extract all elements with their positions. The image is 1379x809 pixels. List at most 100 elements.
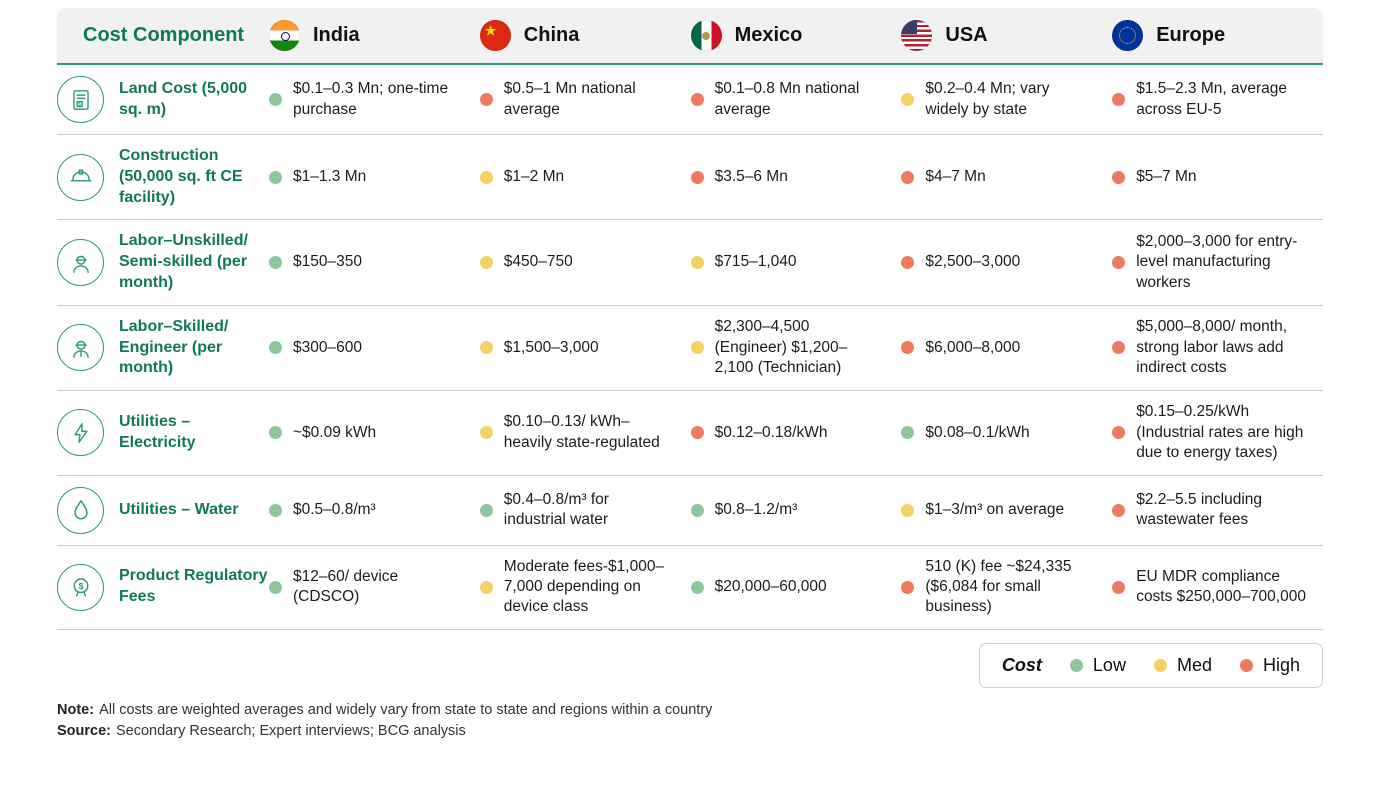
construction-hard-hat-icon xyxy=(57,153,104,201)
legend-title: Cost xyxy=(1001,654,1042,675)
cost-level-dot xyxy=(901,170,915,184)
cost-value: $5–7 Mn xyxy=(1136,167,1197,185)
component-label: Product Regulatory Fees xyxy=(119,567,268,606)
cost-level-dot xyxy=(690,580,704,594)
cost-level-dot xyxy=(479,580,493,594)
cost-cell-china: $1–2 Mn xyxy=(479,167,691,187)
cost-value: $0.4–0.8/m³ for industrial water xyxy=(503,490,609,529)
cost-level-dot xyxy=(479,426,493,440)
component-label: Construction (50,000 sq. ft CE facility) xyxy=(119,147,243,206)
note-text: All costs are weighted averages and wide… xyxy=(99,701,713,718)
cost-level-dot xyxy=(690,256,704,270)
cost-cell-europe: EU MDR compliance costs $250,000–700,000 xyxy=(1112,567,1323,608)
cost-level-dot xyxy=(690,341,704,355)
legend-label-high: High xyxy=(1262,654,1300,675)
cost-cell-usa: $4–7 Mn xyxy=(901,167,1112,187)
country-name-india: India xyxy=(313,24,360,46)
water-drop-icon xyxy=(57,486,104,534)
cost-level-dot xyxy=(479,341,493,355)
svg-text:$: $ xyxy=(78,581,83,591)
cost-cell-india: $300–600 xyxy=(269,338,480,358)
component-label: Land Cost (5,000 sq. m) xyxy=(119,79,248,118)
cost-cell-china: $0.4–0.8/m³ for industrial water xyxy=(479,490,691,531)
cost-level-dot xyxy=(1112,93,1126,106)
cost-value: $1–2 Mn xyxy=(503,167,565,185)
source-line: Source: Secondary Research; Expert interv… xyxy=(57,723,1323,739)
cost-value: $0.1–0.3 Mn; one-time purchase xyxy=(293,80,449,118)
cost-level-dot xyxy=(690,93,704,106)
component-cell: $ Product Regulatory Fees xyxy=(57,563,269,611)
cost-value: $1–3/m³ on average xyxy=(925,500,1065,518)
legend-item-high: High xyxy=(1239,654,1300,676)
table-row-labor-skilled: Labor–Skilled/ Engineer (per month) $300… xyxy=(57,306,1323,392)
cost-cell-mexico: $715–1,040 xyxy=(690,252,902,272)
table-row-labor-unskilled: Labor–Unskilled/ Semi-skilled (per month… xyxy=(57,220,1323,306)
cost-value: $0.2–0.4 Mn; vary widely by state xyxy=(925,80,1050,118)
europe-flag-icon xyxy=(1112,20,1144,51)
cost-cell-mexico: $2,300–4,500 (Engineer) $1,200–2,100 (Te… xyxy=(690,317,902,378)
unskilled-worker-icon xyxy=(57,239,104,287)
med-dot xyxy=(1153,658,1167,672)
cost-level-dot xyxy=(1112,426,1126,440)
cost-cell-usa: 510 (K) fee ~$24,335 ($6,084 for small b… xyxy=(901,557,1112,618)
cost-cell-china: $0.5–1 Mn national average xyxy=(479,79,691,120)
source-text: Secondary Research; Expert interviews; B… xyxy=(116,722,466,739)
low-dot xyxy=(1069,658,1083,672)
cost-value: $1.5–2.3 Mn, average across EU-5 xyxy=(1136,80,1287,118)
cost-level-dot xyxy=(690,426,704,440)
note-label: Note: xyxy=(57,701,95,718)
source-label: Source: xyxy=(57,722,111,739)
table-header: Cost Component India China Mexico USA Eu… xyxy=(57,8,1323,65)
cost-legend: Cost Low Med High xyxy=(978,642,1323,688)
cost-cell-usa: $0.08–0.1/kWh xyxy=(901,423,1112,443)
cost-level-dot xyxy=(269,426,282,440)
cost-cell-china: $1,500–3,000 xyxy=(479,338,691,358)
cost-level-dot xyxy=(1112,341,1126,355)
high-dot xyxy=(1239,658,1253,672)
cost-level-dot xyxy=(479,170,493,184)
cost-value: $0.5–0.8/m³ xyxy=(293,500,376,518)
component-label: Labor–Unskilled/ Semi-skilled (per month… xyxy=(119,232,248,291)
cost-cell-india: $12–60/ device (CDSCO) xyxy=(269,567,480,608)
country-name-china: China xyxy=(523,24,580,46)
cost-value: $450–750 xyxy=(503,253,573,271)
cost-level-dot xyxy=(1112,256,1126,270)
cost-value: $2,300–4,500 (Engineer) $1,200–2,100 (Te… xyxy=(714,318,848,377)
cost-level-dot xyxy=(1112,503,1126,517)
country-header-usa: USA xyxy=(901,20,1112,51)
electricity-icon xyxy=(57,409,104,457)
cost-cell-mexico: $0.8–1.2/m³ xyxy=(690,500,902,520)
country-name-mexico: Mexico xyxy=(734,24,803,46)
component-label: Labor–Skilled/ Engineer (per month) xyxy=(119,317,229,377)
cost-level-dot xyxy=(269,93,282,106)
component-cell: Labor–Unskilled/ Semi-skilled (per month… xyxy=(57,231,269,293)
legend-item-low: Low xyxy=(1069,654,1126,676)
cost-value: $150–350 xyxy=(293,253,362,271)
component-cell: Construction (50,000 sq. ft CE facility) xyxy=(57,146,269,208)
cost-cell-india: $1–1.3 Mn xyxy=(269,167,480,187)
cost-level-dot xyxy=(479,93,493,106)
cost-value: $1–1.3 Mn xyxy=(293,167,367,185)
cost-value: $5,000–8,000/ month, strong labor laws a… xyxy=(1136,318,1288,377)
cost-value: $0.5–1 Mn national average xyxy=(503,80,636,118)
cost-value: $2,500–3,000 xyxy=(925,253,1021,271)
engineer-icon xyxy=(57,324,104,372)
cost-cell-india: $0.1–0.3 Mn; one-time purchase xyxy=(269,79,480,120)
cost-level-dot xyxy=(479,256,493,270)
cost-level-dot xyxy=(690,170,704,184)
cost-level-dot xyxy=(269,170,282,184)
component-cell: Utilities – Water xyxy=(57,486,269,534)
usa-flag-icon xyxy=(901,20,933,51)
cost-cell-india: $150–350 xyxy=(269,252,480,272)
footnotes: Note: All costs are weighted averages and… xyxy=(57,702,1323,739)
cost-cell-mexico: $3.5–6 Mn xyxy=(690,167,902,187)
cost-value: $0.15–0.25/kWh (Industrial rates are hig… xyxy=(1136,403,1304,462)
cost-value: $4–7 Mn xyxy=(925,167,986,185)
cost-cell-europe: $5–7 Mn xyxy=(1112,167,1323,187)
cost-value: EU MDR compliance costs $250,000–700,000 xyxy=(1136,567,1306,606)
cost-cell-usa: $0.2–0.4 Mn; vary widely by state xyxy=(901,79,1112,120)
legend-label-low: Low xyxy=(1092,654,1126,675)
component-cell: Utilities – Electricity xyxy=(57,409,269,457)
country-name-europe: Europe xyxy=(1156,24,1226,46)
cost-comparison-table-page: Cost Component India China Mexico USA Eu… xyxy=(0,0,1379,739)
